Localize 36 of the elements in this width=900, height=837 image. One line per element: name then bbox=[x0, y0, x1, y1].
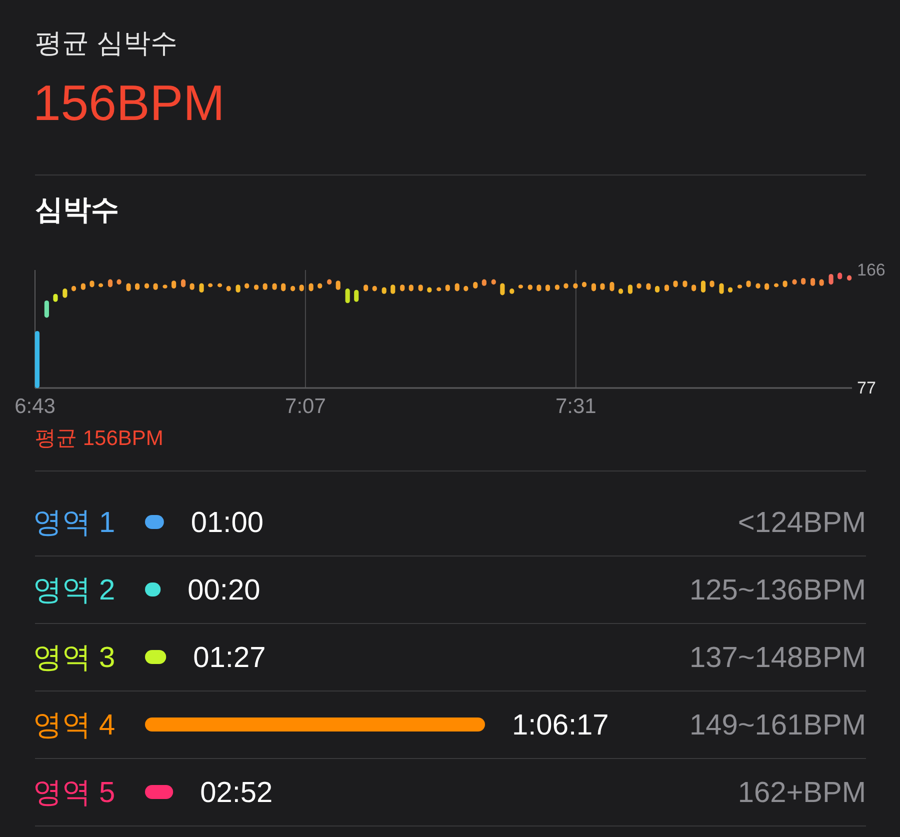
text: 평균 156BPM bbox=[35, 427, 164, 450]
y-tick-label: 영역 1 bbox=[33, 507, 116, 539]
bar bbox=[345, 288, 350, 304]
text: <124BPM bbox=[738, 507, 866, 539]
chart-title: 심박수 bbox=[35, 194, 119, 225]
bar bbox=[199, 283, 204, 293]
y-tick-label: 영역 4 bbox=[33, 710, 116, 742]
y-tick-label: 166 bbox=[857, 260, 886, 280]
x-tick-label: 7:07 bbox=[285, 395, 326, 418]
text: 162+BPM bbox=[738, 777, 866, 809]
bar bbox=[610, 282, 614, 292]
bar bbox=[828, 274, 834, 285]
bar bbox=[53, 294, 58, 302]
bar bbox=[62, 288, 68, 298]
y-tick-label: 77 bbox=[857, 378, 876, 398]
bar bbox=[44, 300, 49, 318]
text: 137~148BPM bbox=[689, 642, 866, 674]
y-tick-label: 영역 5 bbox=[33, 777, 116, 809]
data-label: 01:00 bbox=[190, 507, 264, 539]
x-tick-label: 7:31 bbox=[555, 395, 596, 418]
bar bbox=[34, 330, 40, 388]
data-label: 1:06:17 bbox=[512, 710, 609, 742]
bar bbox=[354, 290, 359, 302]
data-label: 02:52 bbox=[200, 777, 273, 809]
bar bbox=[719, 283, 724, 294]
x-tick-label: 6:43 bbox=[14, 395, 56, 418]
y-tick-label: 영역 2 bbox=[33, 574, 116, 606]
data-label: 01:27 bbox=[193, 642, 266, 674]
text: 평균 심박수 bbox=[35, 28, 178, 58]
text: 125~136BPM bbox=[689, 574, 866, 606]
bar bbox=[236, 284, 240, 293]
text: 156BPM bbox=[33, 75, 225, 131]
bar bbox=[700, 280, 706, 293]
text: 149~161BPM bbox=[689, 710, 866, 742]
y-tick-label: 영역 3 bbox=[33, 642, 116, 674]
data-label: 00:20 bbox=[188, 574, 260, 606]
